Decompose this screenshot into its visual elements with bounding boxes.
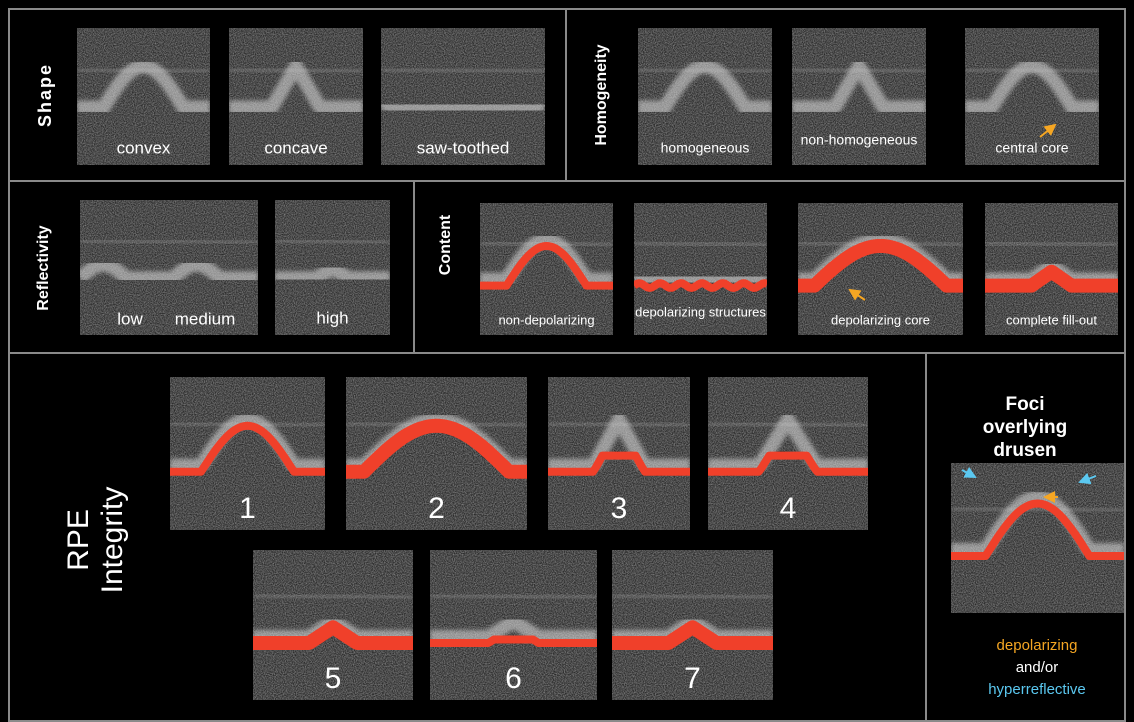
image-label: central core	[995, 140, 1068, 156]
image-label: concave	[264, 138, 327, 157]
panel-title: Content	[437, 214, 454, 275]
legend-item: hyperreflective	[988, 681, 1086, 698]
panel-title: Homogeneity	[593, 44, 610, 145]
image-label: 4	[780, 492, 797, 525]
image-label: non-homogeneous	[801, 132, 918, 148]
upper-band	[985, 243, 1118, 246]
image-label: homogeneous	[661, 140, 750, 156]
depolarizing-layer	[430, 640, 597, 644]
upper-band	[381, 69, 545, 72]
image-label: 5	[325, 662, 342, 695]
depolarizing-layer	[634, 283, 767, 288]
upper-band	[275, 241, 390, 244]
image-label: 6	[505, 662, 522, 695]
panel-title: Integrity	[96, 487, 129, 594]
image-label: low	[117, 309, 143, 328]
image-label: saw-toothed	[417, 138, 510, 157]
legend-item: and/or	[1016, 659, 1059, 676]
image-label: 7	[684, 662, 701, 695]
image-label: 1	[239, 492, 256, 525]
upper-band	[253, 595, 413, 598]
panel-title: Foci	[1005, 394, 1044, 415]
upper-band	[430, 595, 597, 598]
panel-title: RPE	[62, 509, 95, 571]
image-label: depolarizing structures	[635, 304, 766, 319]
image-content	[951, 463, 1124, 613]
image-noise	[951, 463, 1124, 613]
panel-title: Shape	[35, 63, 55, 127]
upper-band	[634, 243, 767, 246]
panel-title: Reflectivity	[35, 225, 52, 310]
image-label: 3	[611, 492, 628, 525]
image-label: convex	[117, 138, 171, 157]
image-label: 2	[428, 492, 445, 525]
image-label: high	[316, 308, 348, 327]
image-label: non-depolarizing	[498, 312, 594, 327]
tissue-band	[381, 105, 545, 110]
upper-band	[951, 508, 1124, 511]
image-label: medium	[175, 309, 235, 328]
figure: Shape Homogeneity Reflectivity Content R…	[0, 0, 1134, 722]
upper-band	[80, 241, 258, 244]
panel-title: overlying	[983, 417, 1067, 438]
panel-title: drusen	[993, 440, 1056, 461]
image-label: depolarizing core	[831, 312, 930, 327]
image-label: complete fill-out	[1006, 312, 1097, 327]
upper-band	[612, 595, 773, 598]
oct-image	[951, 463, 1124, 613]
legend-item: depolarizing	[997, 637, 1078, 654]
